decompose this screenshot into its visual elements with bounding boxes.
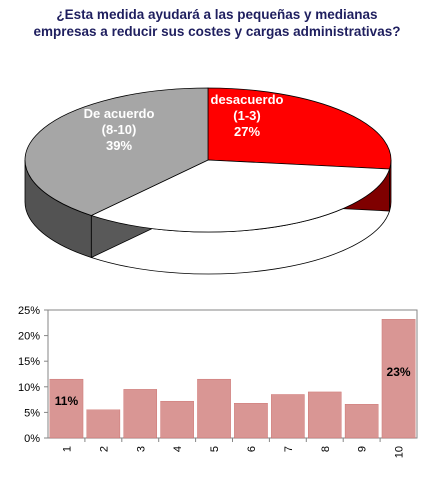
pie-label-2: De acuerdo (8-10) 39%	[84, 106, 155, 153]
bar	[86, 409, 121, 439]
x-tick-label: 6	[246, 446, 258, 452]
x-tick-label: 2	[98, 446, 110, 452]
x-tick-label: 4	[172, 446, 184, 452]
y-tick-label: 20%	[18, 331, 40, 343]
x-tick-label: 7	[283, 446, 295, 452]
pie-slice-2	[24, 87, 209, 216]
pie-slice-0	[207, 87, 392, 170]
y-tick-label: 10%	[18, 382, 40, 394]
pie-slice-1	[90, 159, 391, 233]
pie-chart: En desacuerdo (1-3) 27% De acuerdo (8-10) 39%	[24, 76, 392, 275]
chart-title-line-2: empresas a reducir sus costes y cargas a…	[33, 24, 401, 39]
x-tick-label: 9	[357, 446, 369, 452]
bar	[160, 400, 194, 439]
y-tick-label: 15%	[18, 356, 40, 368]
x-tick-label: 1	[61, 446, 73, 452]
bar	[123, 389, 158, 439]
chart-title: ¿Esta medida ayudará a las pequeñas y me…	[0, 6, 434, 40]
bar	[271, 394, 305, 439]
chart-title-line-1: ¿Esta medida ayudará a las pequeñas y me…	[56, 7, 378, 22]
bar	[381, 319, 416, 439]
bar	[234, 403, 268, 439]
y-tick-label: 5%	[24, 407, 40, 419]
bar-data-label: 11%	[55, 394, 79, 408]
x-tick-label: 10	[394, 446, 406, 458]
x-tick-label: 8	[320, 446, 332, 452]
bar-data-label: 23%	[387, 365, 411, 379]
bar	[197, 378, 231, 439]
y-tick-label: 0%	[24, 433, 40, 445]
pie-label-0: En desacuerdo (1-3) 27%	[211, 76, 284, 139]
bar	[49, 378, 84, 439]
x-tick-label: 3	[135, 446, 147, 452]
bar	[307, 391, 342, 439]
bar	[344, 404, 379, 439]
x-tick-label: 5	[209, 446, 221, 452]
y-tick-label: 25%	[18, 305, 40, 317]
